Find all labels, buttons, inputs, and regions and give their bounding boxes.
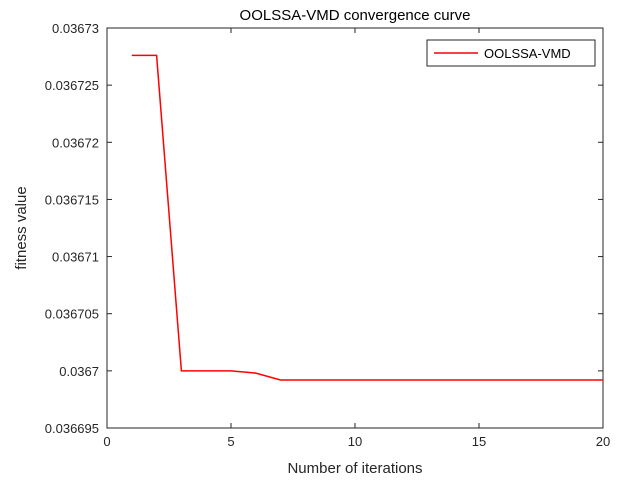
y-tick-label: 0.036715 — [45, 192, 99, 207]
x-tick-label: 5 — [227, 434, 234, 449]
series-line-oolssa-vmd — [131, 54, 603, 381]
y-tick-label: 0.0367 — [59, 364, 99, 379]
y-tick-label: 0.036725 — [45, 78, 99, 93]
series-group — [131, 54, 603, 381]
y-tick-label: 0.03673 — [52, 21, 99, 36]
legend: OOLSSA-VMD — [426, 39, 596, 67]
y-tick-label: 0.03672 — [52, 135, 99, 150]
chart-title: OOLSSA-VMD convergence curve — [240, 7, 471, 24]
y-tick-label: 0.036695 — [45, 421, 99, 436]
x-tick-label: 20 — [596, 434, 610, 449]
x-axis-label: Number of iterations — [287, 460, 422, 477]
x-tick-label: 10 — [348, 434, 362, 449]
y-axis: 0.036695 0.0367 0.036705 0.03671 0.036715 0.0… — [45, 21, 603, 436]
y-tick-label: 0.03671 — [52, 250, 99, 265]
x-tick-label: 15 — [472, 434, 486, 449]
y-axis-label: fitness value — [13, 186, 30, 269]
x-tick-label: 0 — [103, 434, 110, 449]
x-axis: 0 5 10 15 20 — [103, 28, 610, 449]
y-tick-label: 0.036705 — [45, 307, 99, 322]
legend-label-oolssa-vmd: OOLSSA-VMD — [484, 46, 571, 61]
plot-area — [106, 27, 604, 429]
